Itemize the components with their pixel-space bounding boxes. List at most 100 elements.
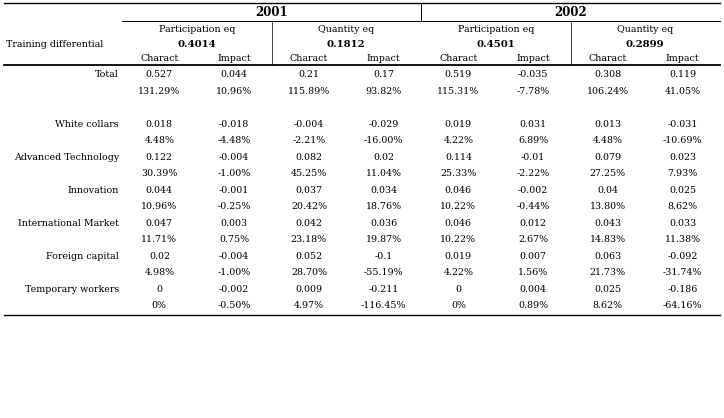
Text: -0.002: -0.002: [219, 285, 249, 293]
Text: 0.527: 0.527: [146, 70, 173, 79]
Text: Impact: Impact: [516, 54, 550, 63]
Text: -64.16%: -64.16%: [663, 301, 702, 310]
Text: 0.04: 0.04: [597, 186, 618, 194]
Text: 2.67%: 2.67%: [518, 235, 548, 244]
Text: 0.052: 0.052: [295, 252, 322, 260]
Text: 2001: 2001: [255, 6, 288, 19]
Text: 6.89%: 6.89%: [518, 136, 548, 145]
Text: -0.092: -0.092: [668, 252, 698, 260]
Text: 0.4501: 0.4501: [476, 40, 515, 49]
Text: 25.33%: 25.33%: [440, 169, 476, 178]
Text: 0.044: 0.044: [221, 70, 248, 79]
Text: -0.002: -0.002: [518, 186, 548, 194]
Text: 115.31%: 115.31%: [437, 87, 479, 96]
Text: 23.18%: 23.18%: [291, 235, 327, 244]
Text: 0: 0: [156, 285, 162, 293]
Text: 0.119: 0.119: [669, 70, 696, 79]
Text: 0: 0: [455, 285, 461, 293]
Text: 0.89%: 0.89%: [518, 301, 548, 310]
Text: 20.42%: 20.42%: [291, 202, 327, 211]
Text: 0%: 0%: [451, 301, 466, 310]
Text: Training differential: Training differential: [6, 40, 104, 49]
Text: Impact: Impact: [217, 54, 251, 63]
Text: Quantity eq: Quantity eq: [617, 25, 673, 34]
Text: 0.046: 0.046: [445, 186, 472, 194]
Text: -0.004: -0.004: [219, 252, 249, 260]
Text: Participation eq: Participation eq: [458, 25, 534, 34]
Text: Foreign capital: Foreign capital: [46, 252, 119, 260]
Text: 0.034: 0.034: [370, 186, 397, 194]
Text: 2002: 2002: [554, 6, 587, 19]
Text: 10.22%: 10.22%: [440, 235, 476, 244]
Text: -116.45%: -116.45%: [361, 301, 406, 310]
Text: International Market: International Market: [18, 219, 119, 227]
Text: 0.2899: 0.2899: [626, 40, 665, 49]
Text: -10.69%: -10.69%: [663, 136, 702, 145]
Text: Temporary workers: Temporary workers: [25, 285, 119, 293]
Text: -0.44%: -0.44%: [516, 202, 550, 211]
Text: 0.007: 0.007: [520, 252, 547, 260]
Text: -4.48%: -4.48%: [217, 136, 251, 145]
Text: 0.17: 0.17: [373, 70, 394, 79]
Text: 8.62%: 8.62%: [593, 301, 623, 310]
Text: -0.029: -0.029: [369, 120, 399, 129]
Text: 4.22%: 4.22%: [443, 136, 473, 145]
Text: 0.004: 0.004: [520, 285, 547, 293]
Text: -2.21%: -2.21%: [292, 136, 326, 145]
Text: 21.73%: 21.73%: [590, 268, 626, 277]
Text: 4.22%: 4.22%: [443, 268, 473, 277]
Text: 14.83%: 14.83%: [590, 235, 626, 244]
Text: Innovation: Innovation: [67, 186, 119, 194]
Text: Advanced Technology: Advanced Technology: [14, 153, 119, 162]
Text: 8.62%: 8.62%: [668, 202, 698, 211]
Text: 4.48%: 4.48%: [144, 136, 174, 145]
Text: -55.19%: -55.19%: [364, 268, 403, 277]
Text: 7.93%: 7.93%: [668, 169, 698, 178]
Text: 93.82%: 93.82%: [366, 87, 402, 96]
Text: -7.78%: -7.78%: [516, 87, 550, 96]
Text: -0.01: -0.01: [521, 153, 545, 162]
Text: 0.009: 0.009: [295, 285, 322, 293]
Text: 0.012: 0.012: [520, 219, 547, 227]
Text: 0.308: 0.308: [594, 70, 621, 79]
Text: 10.22%: 10.22%: [440, 202, 476, 211]
Text: White collars: White collars: [55, 120, 119, 129]
Text: -0.004: -0.004: [294, 120, 324, 129]
Text: -31.74%: -31.74%: [663, 268, 702, 277]
Text: Quantity eq: Quantity eq: [318, 25, 374, 34]
Text: 0.75%: 0.75%: [219, 235, 249, 244]
Text: 0.013: 0.013: [594, 120, 621, 129]
Text: 0.047: 0.047: [146, 219, 173, 227]
Text: 1.56%: 1.56%: [518, 268, 548, 277]
Text: 28.70%: 28.70%: [291, 268, 327, 277]
Text: 131.29%: 131.29%: [138, 87, 180, 96]
Text: -0.018: -0.018: [219, 120, 249, 129]
Text: -0.1: -0.1: [374, 252, 392, 260]
Text: 0.122: 0.122: [146, 153, 173, 162]
Text: 0.036: 0.036: [370, 219, 397, 227]
Text: 0.21: 0.21: [298, 70, 319, 79]
Text: -0.50%: -0.50%: [217, 301, 251, 310]
Text: 11.71%: 11.71%: [141, 235, 177, 244]
Text: 0%: 0%: [152, 301, 167, 310]
Text: 11.04%: 11.04%: [366, 169, 402, 178]
Text: 30.39%: 30.39%: [141, 169, 177, 178]
Text: 0.037: 0.037: [295, 186, 322, 194]
Text: 41.05%: 41.05%: [665, 87, 701, 96]
Text: 10.96%: 10.96%: [141, 202, 177, 211]
Text: 0.063: 0.063: [594, 252, 621, 260]
Text: 0.025: 0.025: [669, 186, 696, 194]
Text: -0.004: -0.004: [219, 153, 249, 162]
Text: 0.02: 0.02: [373, 153, 394, 162]
Text: 0.033: 0.033: [669, 219, 696, 227]
Text: 0.019: 0.019: [445, 120, 472, 129]
Text: 0.023: 0.023: [669, 153, 696, 162]
Text: -2.22%: -2.22%: [516, 169, 550, 178]
Text: -16.00%: -16.00%: [364, 136, 403, 145]
Text: 18.76%: 18.76%: [366, 202, 402, 211]
Text: 45.25%: 45.25%: [291, 169, 327, 178]
Text: 0.043: 0.043: [594, 219, 621, 227]
Text: Impact: Impact: [367, 54, 400, 63]
Text: 11.38%: 11.38%: [665, 235, 701, 244]
Text: 0.018: 0.018: [146, 120, 173, 129]
